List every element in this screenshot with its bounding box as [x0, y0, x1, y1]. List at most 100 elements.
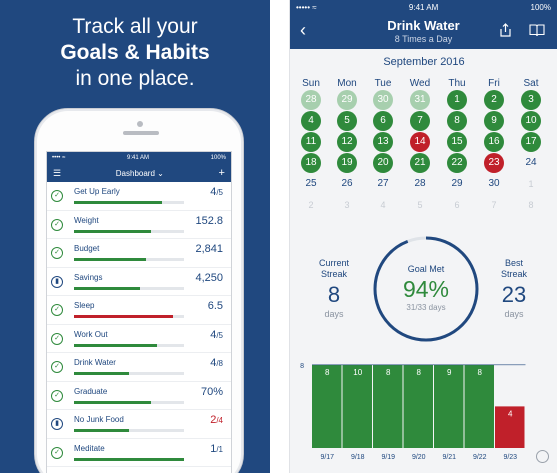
calendar-day[interactable]: 2	[484, 90, 504, 110]
bar-date-label: 9/21	[442, 454, 456, 461]
calendar-day[interactable]: 7	[410, 111, 430, 131]
goal-ring	[373, 236, 479, 342]
calendar-day[interactable]: 17	[521, 132, 541, 152]
goal-row[interactable]: ✓ Budget 2,841	[47, 239, 231, 268]
bar-value-label: 8	[478, 368, 483, 377]
calendar-day[interactable]: 4	[301, 111, 321, 131]
add-icon[interactable]: +	[218, 167, 225, 179]
calendar-day[interactable]: 22	[447, 153, 467, 173]
calendar-day[interactable]: 7	[491, 200, 497, 210]
calendar-day[interactable]: 26	[341, 178, 353, 189]
bar-date-label: 9/17	[320, 454, 334, 461]
habit-title: Drink Water	[387, 18, 460, 33]
goal-progress-track	[74, 201, 184, 204]
goal-row[interactable]: ▮ Savings 4,250	[47, 268, 231, 296]
bar-value-label: 8	[325, 368, 330, 377]
calendar-day[interactable]: 5	[337, 111, 357, 131]
calendar-day[interactable]: 4	[380, 200, 386, 210]
goal-row[interactable]: ✓ Drink Water 4/8	[47, 353, 231, 382]
goal-progress-fill	[74, 400, 151, 404]
status-bar: ••••• ≈ 9:41 AM 100%	[290, 0, 557, 14]
calendar-day[interactable]: 6	[454, 200, 460, 210]
goal-target: /1	[216, 444, 223, 454]
calendar-day[interactable]: 10	[521, 111, 541, 131]
calendar-day[interactable]: 23	[484, 153, 504, 173]
goal-row[interactable]: ▮ No Junk Food 2/4	[47, 410, 231, 439]
status-time: 9:41 AM	[408, 2, 439, 12]
goal-value: 4/5	[210, 328, 223, 341]
calendar-day[interactable]: 19	[337, 153, 357, 173]
calendar-day[interactable]: 6	[373, 111, 393, 131]
phone-screen: •••• ≈ 9:41 AM 100% ☰ Dashboard ⌄ + ✓ Get…	[46, 151, 232, 473]
calendar-day[interactable]: 16	[484, 132, 504, 152]
calendar-day[interactable]: 27	[377, 178, 389, 189]
goal-value: 2,841	[195, 243, 223, 255]
calendar-day[interactable]: 1	[447, 90, 467, 110]
calendar-day[interactable]: 31	[410, 90, 430, 110]
checkmark-icon: ✓	[51, 304, 63, 316]
calendar-day[interactable]: 15	[447, 132, 467, 152]
calendar-day[interactable]: 1	[528, 179, 534, 189]
earpiece	[123, 131, 159, 135]
book-icon[interactable]	[529, 24, 545, 37]
share-icon[interactable]	[500, 23, 511, 37]
bar-date-label: 9/22	[473, 454, 487, 461]
goal-value: 4/8	[210, 357, 223, 369]
bar	[342, 364, 372, 448]
goal-progress-fill	[74, 258, 146, 261]
checkmark-icon: ✓	[51, 218, 63, 231]
calendar-day[interactable]: 3	[344, 200, 350, 210]
calendar-day[interactable]: 24	[525, 157, 537, 168]
calendar-day[interactable]: 30	[373, 90, 393, 110]
calendar-day[interactable]: 8	[528, 200, 534, 210]
bar-date-label: 9/18	[351, 454, 365, 461]
checkmark-icon: ✓	[51, 389, 63, 402]
calendar-day[interactable]: 18	[301, 153, 321, 173]
calendar-day[interactable]: 29	[451, 178, 463, 189]
calendar-day[interactable]: 9	[484, 111, 504, 131]
calendar-day[interactable]: 5	[417, 200, 423, 210]
goal-axis-label: 8	[300, 363, 304, 370]
goal-row[interactable]: ✓ Meditate 1/1	[47, 439, 231, 467]
gear-icon[interactable]	[536, 450, 549, 463]
hamburger-icon[interactable]: ☰	[53, 167, 62, 178]
goal-progress-track	[74, 400, 184, 404]
calendar-day[interactable]: 30	[488, 178, 500, 189]
signal-icon: •••• ≈	[52, 155, 66, 161]
goal-value: 152.8	[195, 214, 223, 227]
calendar-day[interactable]: 11	[301, 132, 321, 152]
calendar-day[interactable]: 14	[410, 132, 430, 152]
calendar-day[interactable]: 29	[337, 90, 357, 110]
bar-value-label: 9	[447, 368, 452, 377]
goal-name: Sleep	[74, 301, 95, 310]
goal-row[interactable]: ✓ Work Out 4/5	[47, 325, 231, 353]
goal-value: 6.5	[207, 300, 223, 312]
calendar-day[interactable]: 28	[414, 178, 426, 189]
dashboard-title[interactable]: Dashboard ⌄	[115, 168, 164, 178]
weekday-header: Mon	[337, 78, 357, 89]
goal-progress-fill	[74, 343, 157, 347]
best-streak-label: Best Streak	[500, 258, 527, 279]
calendar-day[interactable]: 8	[447, 111, 467, 131]
goal-row[interactable]: ✓ Sleep 6.5	[47, 296, 231, 325]
goal-name: Get Up Early	[74, 187, 120, 196]
calendar-day[interactable]: 28	[301, 90, 321, 110]
calendar-day[interactable]: 25	[305, 178, 317, 189]
headline: Track all your Goals & Habits in one pla…	[0, 14, 270, 92]
weekday-header: Wed	[409, 78, 431, 89]
goal-progress-fill	[74, 372, 129, 375]
goal-row[interactable]: ✓ Graduate 70%	[47, 382, 231, 410]
calendar-day[interactable]: 2	[308, 200, 314, 210]
calendar-day[interactable]: 20	[373, 153, 393, 173]
goal-row[interactable]: ✓ Get Up Early 4/5	[47, 182, 231, 211]
calendar-day[interactable]: 21	[410, 153, 430, 173]
bar-value-label: 8	[386, 368, 391, 377]
bar-chart-icon: ▮	[51, 418, 63, 430]
camera-icon	[137, 121, 143, 127]
calendar-day[interactable]: 3	[521, 90, 541, 110]
goal-row[interactable]: ✓ Weight 152.8	[47, 211, 231, 239]
calendar-day[interactable]: 12	[337, 132, 357, 152]
calendar-day[interactable]: 13	[373, 132, 393, 152]
back-icon[interactable]: ‹	[300, 20, 306, 40]
checkmark-icon: ✓	[51, 332, 63, 345]
